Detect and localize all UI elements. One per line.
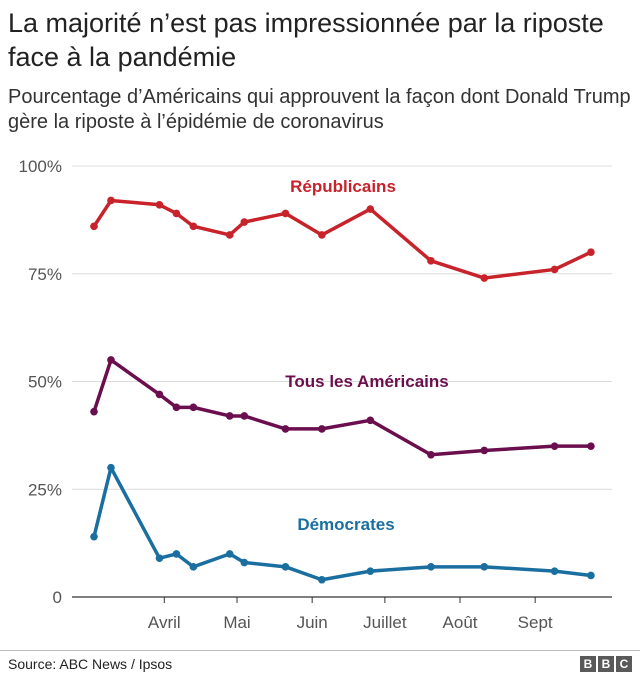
chart-subtitle: Pourcentage d’Américains qui approuvent … [8, 86, 631, 133]
series-2-point-3 [172, 550, 181, 558]
series-2-point-7 [281, 563, 290, 571]
series-1-point-5 [225, 412, 234, 420]
bbc-logo: B B C [580, 656, 632, 672]
series-0-point-9 [366, 205, 375, 213]
series-2-point-0 [90, 532, 98, 541]
line-chart: 0 25% 50% 75% 100% Avril Mai Juin Juillet Août Sep… [19, 157, 612, 632]
series-0-point-8 [318, 231, 326, 239]
series-1-point-0 [90, 407, 98, 416]
x-tick-label-4: Août [443, 613, 478, 632]
series-1-point-1 [107, 356, 115, 364]
series-2-point-2 [155, 554, 164, 563]
series-0-point-5 [225, 231, 234, 239]
series-1-point-7 [281, 425, 290, 433]
x-tick-label-0: Avril [148, 613, 181, 632]
x-tick-label-1: Mai [223, 613, 250, 632]
y-tick-label-25: 25% [28, 480, 62, 499]
series-0-point-13 [587, 248, 595, 256]
series-1-point-9 [366, 416, 375, 425]
series-1-point-8 [318, 425, 326, 433]
y-tick-label-100: 100% [19, 157, 62, 176]
series-2-point-12 [550, 567, 559, 575]
series-2-point-11 [480, 563, 489, 571]
series-2-point-4 [189, 563, 198, 571]
series-2-point-5 [225, 550, 234, 558]
y-tick-label-75: 75% [28, 265, 62, 284]
series-0-point-4 [189, 222, 198, 231]
x-tick-label-2: Juin [297, 613, 328, 632]
series-2-point-1 [107, 463, 115, 472]
series-0-point-11 [480, 274, 489, 282]
x-tick-label-3: Juillet [363, 613, 407, 632]
logo-letter-c: C [616, 656, 632, 672]
footer-divider [0, 650, 640, 651]
chart-title: La majorité n’est pas impressionnée par … [8, 8, 604, 72]
series-2-point-10 [427, 563, 435, 571]
source-note: Source: ABC News / Ipsos [8, 656, 173, 672]
series-1-point-10 [427, 450, 435, 459]
series-0-point-0 [90, 222, 98, 231]
series-0-point-3 [172, 209, 181, 218]
series-label-2: Démocrates [297, 515, 394, 534]
logo-letter-b1: B [580, 656, 596, 672]
series-0-point-12 [550, 265, 559, 274]
series-label-0: Républicains [290, 177, 396, 196]
series-0-point-7 [281, 209, 290, 218]
series-0-point-2 [155, 200, 164, 209]
series-1-point-2 [155, 390, 164, 399]
series-1-point-3 [172, 403, 181, 412]
series-2-point-6 [240, 558, 249, 567]
y-tick-label-0: 0 [53, 588, 62, 607]
y-tick-label-50: 50% [28, 373, 62, 392]
series-1-point-4 [189, 403, 198, 412]
series-0-point-6 [240, 218, 249, 226]
series-2-point-8 [318, 575, 326, 584]
series-line-0 [92, 198, 593, 280]
series-1-point-11 [480, 446, 489, 455]
series-0-point-1 [107, 196, 115, 205]
series-1-point-12 [550, 442, 559, 450]
footer: Source: ABC News / Ipsos B B C [0, 650, 640, 676]
logo-letter-b2: B [598, 656, 614, 672]
series-0-point-10 [427, 257, 435, 265]
series-2-point-13 [587, 571, 595, 580]
series-2-point-9 [366, 567, 375, 575]
series-1-point-6 [240, 412, 249, 420]
x-tick-label-5: Sept [518, 613, 553, 632]
series-1-point-13 [587, 442, 595, 450]
series-label-1: Tous les Américains [285, 372, 448, 391]
